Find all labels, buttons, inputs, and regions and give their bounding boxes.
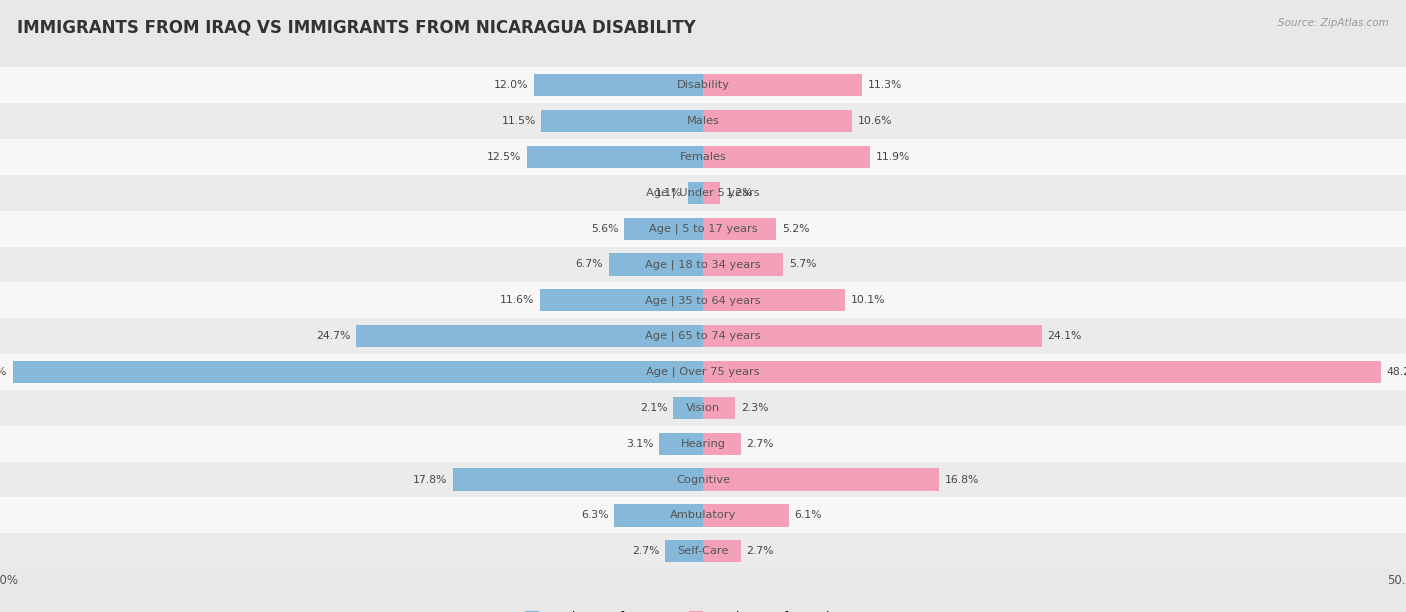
Text: Age | 35 to 64 years: Age | 35 to 64 years — [645, 295, 761, 305]
Bar — [703, 74, 862, 96]
Text: 49.1%: 49.1% — [0, 367, 7, 377]
Text: 11.9%: 11.9% — [876, 152, 910, 162]
Bar — [703, 540, 741, 562]
Bar — [659, 433, 703, 455]
Text: Age | 5 to 17 years: Age | 5 to 17 years — [648, 223, 758, 234]
Bar — [0, 533, 1406, 569]
Text: 10.6%: 10.6% — [858, 116, 893, 126]
Bar — [703, 289, 845, 312]
Text: Females: Females — [679, 152, 727, 162]
Text: Cognitive: Cognitive — [676, 474, 730, 485]
Text: 6.3%: 6.3% — [581, 510, 609, 520]
Text: 1.2%: 1.2% — [725, 188, 754, 198]
Bar — [0, 211, 1406, 247]
Text: Age | 65 to 74 years: Age | 65 to 74 years — [645, 331, 761, 341]
Text: Self-Care: Self-Care — [678, 547, 728, 556]
Bar — [703, 110, 852, 132]
Bar — [0, 426, 1406, 461]
Bar — [541, 110, 703, 132]
Text: Source: ZipAtlas.com: Source: ZipAtlas.com — [1278, 18, 1389, 28]
Bar — [0, 498, 1406, 533]
Bar — [703, 217, 776, 240]
Text: IMMIGRANTS FROM IRAQ VS IMMIGRANTS FROM NICARAGUA DISABILITY: IMMIGRANTS FROM IRAQ VS IMMIGRANTS FROM … — [17, 18, 696, 36]
Text: 2.3%: 2.3% — [741, 403, 769, 413]
Text: 2.7%: 2.7% — [747, 439, 775, 449]
Bar — [703, 325, 1042, 347]
Bar — [0, 282, 1406, 318]
Text: 12.0%: 12.0% — [494, 80, 529, 90]
Bar — [673, 397, 703, 419]
Text: 6.7%: 6.7% — [575, 259, 603, 269]
Text: 11.6%: 11.6% — [501, 296, 534, 305]
Text: Hearing: Hearing — [681, 439, 725, 449]
Text: 5.6%: 5.6% — [591, 223, 619, 234]
Bar — [0, 67, 1406, 103]
Bar — [453, 468, 703, 491]
Text: 10.1%: 10.1% — [851, 296, 886, 305]
Bar — [540, 289, 703, 312]
Text: 24.1%: 24.1% — [1047, 331, 1081, 341]
Text: 2.7%: 2.7% — [747, 547, 775, 556]
Bar — [665, 540, 703, 562]
Text: 17.8%: 17.8% — [413, 474, 447, 485]
Text: 1.1%: 1.1% — [654, 188, 682, 198]
Bar — [688, 182, 703, 204]
Text: 2.7%: 2.7% — [631, 547, 659, 556]
Bar — [614, 504, 703, 526]
Text: 5.2%: 5.2% — [782, 223, 810, 234]
Text: 11.5%: 11.5% — [502, 116, 536, 126]
Bar — [609, 253, 703, 275]
Bar — [703, 433, 741, 455]
Bar — [624, 217, 703, 240]
Bar — [0, 175, 1406, 211]
Text: Males: Males — [686, 116, 720, 126]
Text: 48.2%: 48.2% — [1386, 367, 1406, 377]
Bar — [356, 325, 703, 347]
Bar — [0, 354, 1406, 390]
Legend: Immigrants from Iraq, Immigrants from Nicaragua: Immigrants from Iraq, Immigrants from Ni… — [520, 605, 886, 612]
Bar — [703, 361, 1381, 383]
Text: 5.7%: 5.7% — [789, 259, 817, 269]
Bar — [0, 318, 1406, 354]
Text: Age | 18 to 34 years: Age | 18 to 34 years — [645, 259, 761, 270]
Bar — [703, 397, 735, 419]
Text: Ambulatory: Ambulatory — [669, 510, 737, 520]
Bar — [703, 504, 789, 526]
Text: 3.1%: 3.1% — [626, 439, 654, 449]
Text: 12.5%: 12.5% — [488, 152, 522, 162]
Bar — [0, 247, 1406, 282]
Text: Age | Over 75 years: Age | Over 75 years — [647, 367, 759, 377]
Bar — [0, 390, 1406, 426]
Bar — [703, 182, 720, 204]
Bar — [534, 74, 703, 96]
Bar — [0, 461, 1406, 498]
Bar — [703, 146, 870, 168]
Text: Age | Under 5 years: Age | Under 5 years — [647, 187, 759, 198]
Bar — [0, 139, 1406, 175]
Text: 11.3%: 11.3% — [868, 80, 901, 90]
Text: 24.7%: 24.7% — [316, 331, 350, 341]
Text: Vision: Vision — [686, 403, 720, 413]
Bar — [703, 468, 939, 491]
Bar — [0, 103, 1406, 139]
Bar — [527, 146, 703, 168]
Text: 16.8%: 16.8% — [945, 474, 979, 485]
Text: 6.1%: 6.1% — [794, 510, 823, 520]
Bar — [703, 253, 783, 275]
Text: 2.1%: 2.1% — [640, 403, 668, 413]
Bar — [13, 361, 703, 383]
Text: Disability: Disability — [676, 80, 730, 90]
